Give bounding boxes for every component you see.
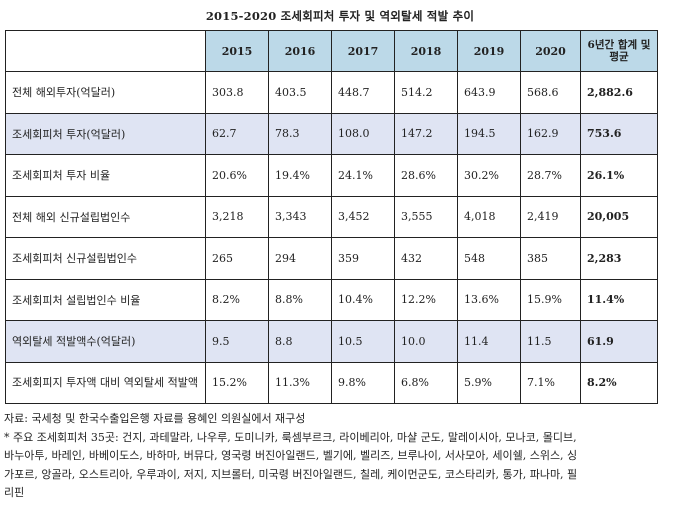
row-label: 조세회피처 투자 비율 bbox=[5, 154, 206, 197]
cell-value: 12.2% bbox=[394, 278, 458, 321]
cell-value: 13.6% bbox=[457, 278, 521, 321]
cell-value: 568.6 bbox=[520, 71, 581, 114]
cell-value: 643.9 bbox=[457, 71, 521, 114]
row-label: 조세회피처 설립법인수 비율 bbox=[5, 278, 206, 321]
cell-total: 753.6 bbox=[580, 112, 658, 155]
header-corner bbox=[5, 30, 206, 72]
row-label: 조세회피지 투자액 대비 역외탈세 적발액 bbox=[5, 361, 206, 404]
cell-value: 162.9 bbox=[520, 112, 581, 155]
cell-value: 3,452 bbox=[331, 195, 395, 238]
cell-value: 147.2 bbox=[394, 112, 458, 155]
cell-value: 8.2% bbox=[205, 278, 269, 321]
cell-value: 6.8% bbox=[394, 361, 458, 404]
cell-value: 11.4 bbox=[457, 320, 521, 363]
cell-value: 9.8% bbox=[331, 361, 395, 404]
header-year: 2020 bbox=[520, 30, 581, 72]
table-row: 조세회피처 투자(억달러) 62.7 78.3 108.0 147.2 194.5 162.… bbox=[5, 112, 658, 155]
row-label: 조세회피처 신규설립법인수 bbox=[5, 237, 206, 280]
cell-value: 385 bbox=[520, 237, 581, 280]
cell-value: 15.2% bbox=[205, 361, 269, 404]
cell-value: 24.1% bbox=[331, 154, 395, 197]
header-year: 2018 bbox=[394, 30, 458, 72]
cell-value: 108.0 bbox=[331, 112, 395, 155]
cell-value: 432 bbox=[394, 237, 458, 280]
table-row: 전체 해외투자(억달러) 303.8 403.5 448.7 514.2 643.9 568… bbox=[5, 71, 658, 114]
table-row: 역외탈세 적발액수(억달러) 9.5 8.8 10.5 10.0 11.4 11.5 61.9 bbox=[5, 320, 658, 363]
cell-total: 2,882.6 bbox=[580, 71, 658, 114]
cell-value: 7.1% bbox=[520, 361, 581, 404]
document-title: 2015-2020 조세회피처 투자 및 역외탈세 적발 추이 bbox=[205, 9, 475, 23]
cell-value: 359 bbox=[331, 237, 395, 280]
cell-total: 61.9 bbox=[580, 320, 658, 363]
header-year: 2017 bbox=[331, 30, 395, 72]
table-row: 조세회피처 신규설립법인수 265 294 359 432 548 385 2,283 bbox=[5, 237, 658, 280]
footnote-line: * 주요 조세회피처 35곳: 건지, 과테말라, 나우루, 도미니카, 룩셈부… bbox=[4, 430, 577, 444]
cell-value: 265 bbox=[205, 237, 269, 280]
cell-value: 194.5 bbox=[457, 112, 521, 155]
statistics-table: 2015 2016 2017 2018 2019 2020 6년간 합계 및 평… bbox=[5, 30, 658, 404]
cell-total: 8.2% bbox=[580, 361, 658, 404]
cell-value: 11.5 bbox=[520, 320, 581, 363]
header-year: 2016 bbox=[268, 30, 332, 72]
notes: 자료: 국세청 및 한국수출입은행 자료를 용혜인 의원실에서 재구성 * 주요… bbox=[4, 410, 676, 503]
cell-total: 11.4% bbox=[580, 278, 658, 321]
cell-value: 9.5 bbox=[205, 320, 269, 363]
cell-total: 20,005 bbox=[580, 195, 658, 238]
table-row: 조세회피처 설립법인수 비율 8.2% 8.8% 10.4% 12.2% 13.6% 15.… bbox=[5, 278, 658, 321]
cell-value: 62.7 bbox=[205, 112, 269, 155]
cell-total: 26.1% bbox=[580, 154, 658, 197]
cell-value: 303.8 bbox=[205, 71, 269, 114]
cell-value: 4,018 bbox=[457, 195, 521, 238]
cell-value: 19.4% bbox=[268, 154, 332, 197]
header-total: 6년간 합계 및 평균 bbox=[580, 30, 658, 72]
cell-value: 2,419 bbox=[520, 195, 581, 238]
cell-value: 15.9% bbox=[520, 278, 581, 321]
cell-value: 403.5 bbox=[268, 71, 332, 114]
cell-value: 28.6% bbox=[394, 154, 458, 197]
row-label: 역외탈세 적발액수(억달러) bbox=[5, 320, 206, 363]
cell-value: 20.6% bbox=[205, 154, 269, 197]
cell-value: 294 bbox=[268, 237, 332, 280]
table-row: 조세회피지 투자액 대비 역외탈세 적발액 15.2% 11.3% 9.8% 6.8% 5… bbox=[5, 361, 658, 404]
cell-value: 28.7% bbox=[520, 154, 581, 197]
cell-total: 2,283 bbox=[580, 237, 658, 280]
footnote-line: 리핀 bbox=[4, 486, 25, 499]
cell-value: 5.9% bbox=[457, 361, 521, 404]
cell-value: 8.8 bbox=[268, 320, 332, 363]
cell-value: 3,343 bbox=[268, 195, 332, 238]
footnote-line: 바누아투, 바레인, 바베이도스, 바하마, 버뮤다, 영국령 버진아일랜드, … bbox=[4, 449, 578, 462]
cell-value: 30.2% bbox=[457, 154, 521, 197]
header-year: 2015 bbox=[205, 30, 269, 72]
row-label: 조세회피처 투자(억달러) bbox=[5, 112, 206, 155]
header-row: 2015 2016 2017 2018 2019 2020 6년간 합계 및 평… bbox=[5, 30, 658, 72]
cell-value: 10.4% bbox=[331, 278, 395, 321]
cell-value: 11.3% bbox=[268, 361, 332, 404]
table-row: 조세회피처 투자 비율 20.6% 19.4% 24.1% 28.6% 30.2% 28.7… bbox=[5, 154, 658, 197]
row-label: 전체 해외 신규설립법인수 bbox=[5, 195, 206, 238]
cell-value: 3,555 bbox=[394, 195, 458, 238]
header-year: 2019 bbox=[457, 30, 521, 72]
row-label: 전체 해외투자(억달러) bbox=[5, 71, 206, 114]
cell-value: 3,218 bbox=[205, 195, 269, 238]
cell-value: 548 bbox=[457, 237, 521, 280]
cell-value: 10.0 bbox=[394, 320, 458, 363]
cell-value: 8.8% bbox=[268, 278, 332, 321]
cell-value: 448.7 bbox=[331, 71, 395, 114]
cell-value: 514.2 bbox=[394, 71, 458, 114]
cell-value: 10.5 bbox=[331, 320, 395, 363]
cell-value: 78.3 bbox=[268, 112, 332, 155]
table-row: 전체 해외 신규설립법인수 3,218 3,343 3,452 3,555 4,018 2,… bbox=[5, 195, 658, 238]
footnote-line: 가포르, 앙골라, 오스트리아, 우루과이, 저지, 지브롤터, 미국령 버진아… bbox=[4, 467, 578, 481]
source-note: 자료: 국세청 및 한국수출입은행 자료를 용혜인 의원실에서 재구성 bbox=[4, 412, 306, 425]
